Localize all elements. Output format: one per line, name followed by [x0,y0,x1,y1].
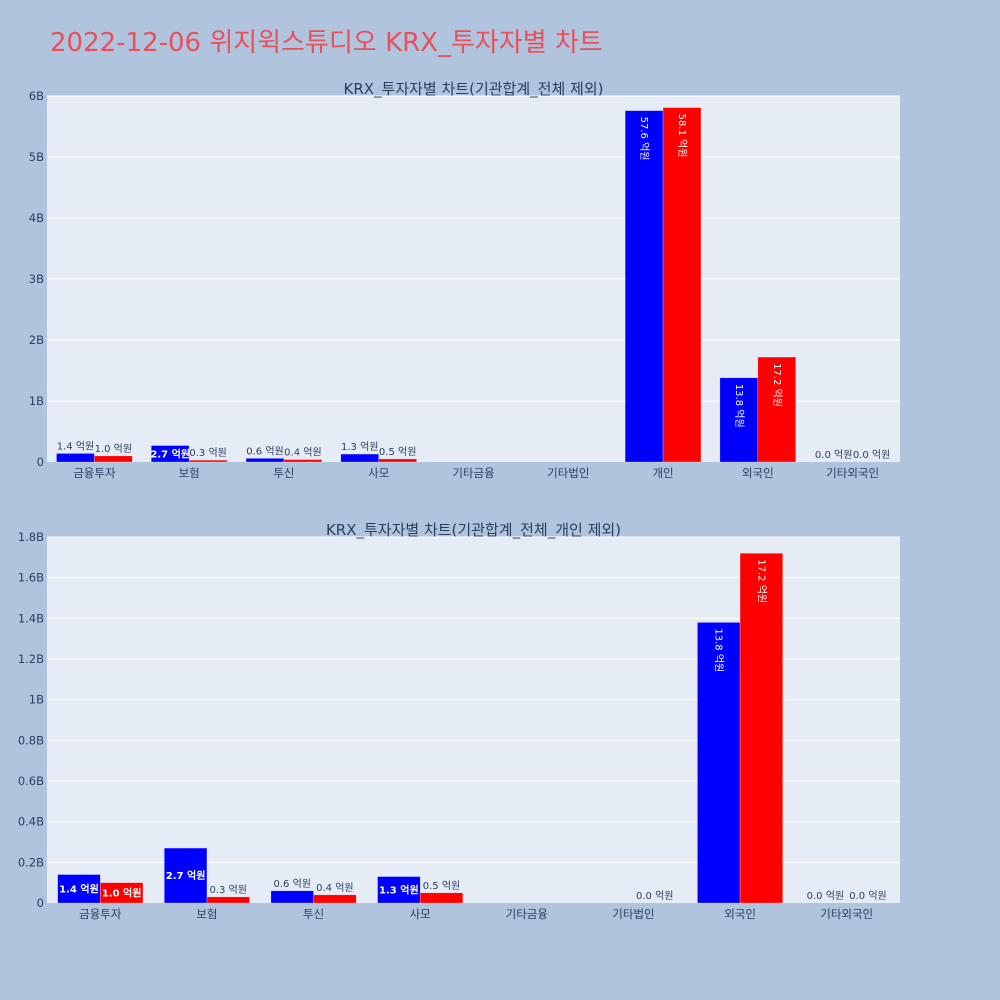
x-tick-label: 개인 [652,466,673,480]
y-tick-label: 6B [29,89,44,103]
bar [697,622,741,904]
chart-bottom: KRX_투자자별 차트(기관합계_전체_개인 제외) 0 0.2B 0.4B 0.6B 0… [18,521,900,921]
data-label: 13.8 억원 [713,628,725,672]
y-tick-label: 3B [29,272,44,286]
data-label: 1.3 억원 [379,883,419,896]
bar [662,107,702,463]
y-tick-label: 2B [29,333,44,347]
data-label: 0.5 억원 [423,880,460,892]
bar [739,553,783,904]
data-label: 57.6 억원 [638,117,650,161]
data-label: 0.3 억원 [210,884,247,896]
y-tick-label: 1B [29,394,44,408]
bar [188,459,228,463]
x-tick-label: 금융투자 [79,907,122,921]
bar [164,847,208,904]
y-tick-label: 0.2B [18,855,44,869]
x-tick-label: 투신 [303,907,324,921]
data-label: 1.3 억원 [341,441,378,453]
chart-title: KRX_투자자별 차트(기관합계_전체_개인 제외) [326,521,621,540]
x-tick-label: 보험 [179,466,200,480]
bar [94,455,133,463]
data-label: 0.0 억원 [853,449,890,461]
bar [206,896,250,904]
data-label: 0.3 억원 [189,447,226,459]
y-tick-label: 1.8B [18,530,44,544]
bar [57,874,101,904]
data-label: 13.8 억원 [733,384,745,428]
data-label: 0.0 억원 [636,890,673,902]
y-tick-label: 4B [29,211,44,225]
x-tick-label: 기타외국인 [820,907,873,921]
data-label: 0.4 억원 [316,882,353,894]
data-label: 0.6 억원 [273,878,310,890]
x-tick-label: 기타외국인 [826,466,879,480]
bar [313,894,357,904]
bar [245,458,285,463]
data-label: 17.2 억원 [771,363,783,407]
y-tick-label: 0 [37,896,44,910]
data-label: 0.4 억원 [284,447,321,459]
data-label: 17.2 억원 [755,559,767,603]
x-tick-label: 기타금융 [452,466,494,480]
bar [270,890,314,904]
x-tick-label: 금융투자 [73,466,116,480]
data-label: 0.0 억원 [815,449,852,461]
bar [340,453,379,463]
x-tick-label: 외국인 [724,907,756,921]
bar [419,892,464,904]
data-label: 1.0 억원 [95,443,132,455]
y-tick-label: 1.4B [18,611,44,625]
chart-top: KRX_투자자별 차트(기관합계_전체 제외) 0 1B 2B 3B 4B 5B 6B 금융투자… [29,80,900,480]
x-tick-label: 외국인 [742,466,774,480]
data-label: 2.7 억원 [166,869,206,882]
data-label: 1.4 억원 [57,440,94,452]
x-tick-label: 보험 [196,907,217,921]
bar [100,882,144,904]
bar [56,453,95,463]
data-label: 0.0 억원 [807,890,844,902]
data-label: 58.1 억원 [676,114,688,158]
data-label: 0.6 억원 [246,445,283,457]
y-tick-label: 1B [29,693,44,707]
bar [283,459,323,463]
data-label: 1.0 억원 [102,886,142,899]
y-tick-label: 0 [37,455,44,469]
data-label: 1.4 억원 [59,882,99,895]
data-label: 0.5 억원 [379,446,416,458]
bar [151,445,190,463]
chart-title: KRX_투자자별 차트(기관합계_전체 제외) [344,80,604,99]
y-tick-label: 1.2B [18,652,44,666]
page-title: 2022-12-06 위지윅스튜디오 KRX_투자자별 차트 [50,28,603,58]
x-tick-label: 기타금융 [506,907,548,921]
x-tick-label: 기타법인 [612,907,654,921]
bar [757,356,796,463]
y-tick-label: 5B [29,150,44,164]
y-tick-label: 0.4B [18,815,44,829]
bar [377,876,421,904]
bar [719,377,759,463]
bar [624,110,664,463]
bar [378,458,417,463]
data-label: 2.7 억원 [150,447,190,460]
x-tick-label: 기타법인 [547,466,589,480]
y-tick-label: 0.6B [18,774,44,788]
x-tick-label: 투신 [273,466,294,480]
y-tick-label: 1.6B [18,571,44,585]
y-tick-label: 0.8B [18,733,44,747]
x-tick-label: 사모 [368,466,389,480]
data-label: 0.0 억원 [849,890,886,902]
x-tick-label: 사모 [410,907,431,921]
